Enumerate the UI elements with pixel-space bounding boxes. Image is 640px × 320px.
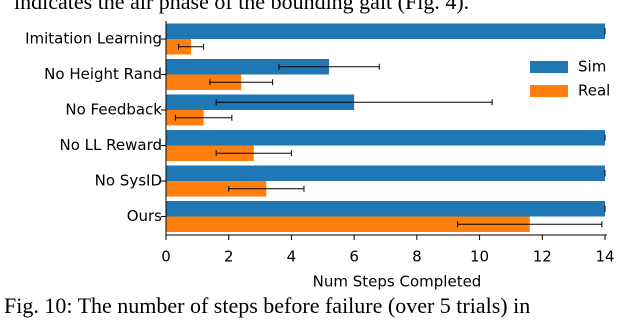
legend-swatch (530, 85, 568, 97)
bar (166, 216, 530, 232)
bar (166, 165, 605, 181)
y-tick-label: Ours (127, 207, 162, 225)
x-tick-label: 0 (161, 248, 171, 266)
error-bar (215, 99, 493, 106)
legend-swatch (530, 61, 568, 73)
x-axis-label: Num Steps Completed (313, 273, 482, 291)
error-bar (209, 79, 274, 86)
error-bar (178, 43, 205, 50)
error-bar (278, 63, 380, 70)
y-tick-label: No SysID (95, 172, 162, 190)
x-tick-label: 6 (349, 248, 359, 266)
x-tick-label: 8 (412, 248, 422, 266)
bar (166, 130, 605, 146)
bar (166, 59, 330, 75)
bar (166, 181, 267, 197)
error-bar (215, 150, 292, 157)
y-tick-label: No Height Rand (44, 65, 162, 83)
x-tick-label: 10 (470, 248, 489, 266)
error-bar (457, 221, 603, 228)
caption-top: indicates the air phase of the bounding … (14, 0, 469, 14)
bar (166, 23, 605, 39)
y-tick-label: No Feedback (65, 101, 162, 119)
y-tick-label: No LL Reward (59, 136, 162, 154)
caption: Fig. 10: The number of steps before fail… (4, 293, 530, 318)
bar (166, 145, 254, 161)
legend-label: Real (578, 82, 610, 100)
x-tick-label: 12 (533, 248, 552, 266)
bar (166, 201, 605, 217)
y-tick-label: Imitation Learning (25, 30, 162, 48)
x-tick-label: 4 (287, 248, 297, 266)
x-tick-label: 14 (595, 248, 614, 266)
bar (166, 74, 242, 90)
x-tick-label: 2 (224, 248, 234, 266)
error-bar (228, 185, 305, 192)
legend-label: Sim (578, 58, 606, 76)
error-bar (174, 114, 233, 121)
